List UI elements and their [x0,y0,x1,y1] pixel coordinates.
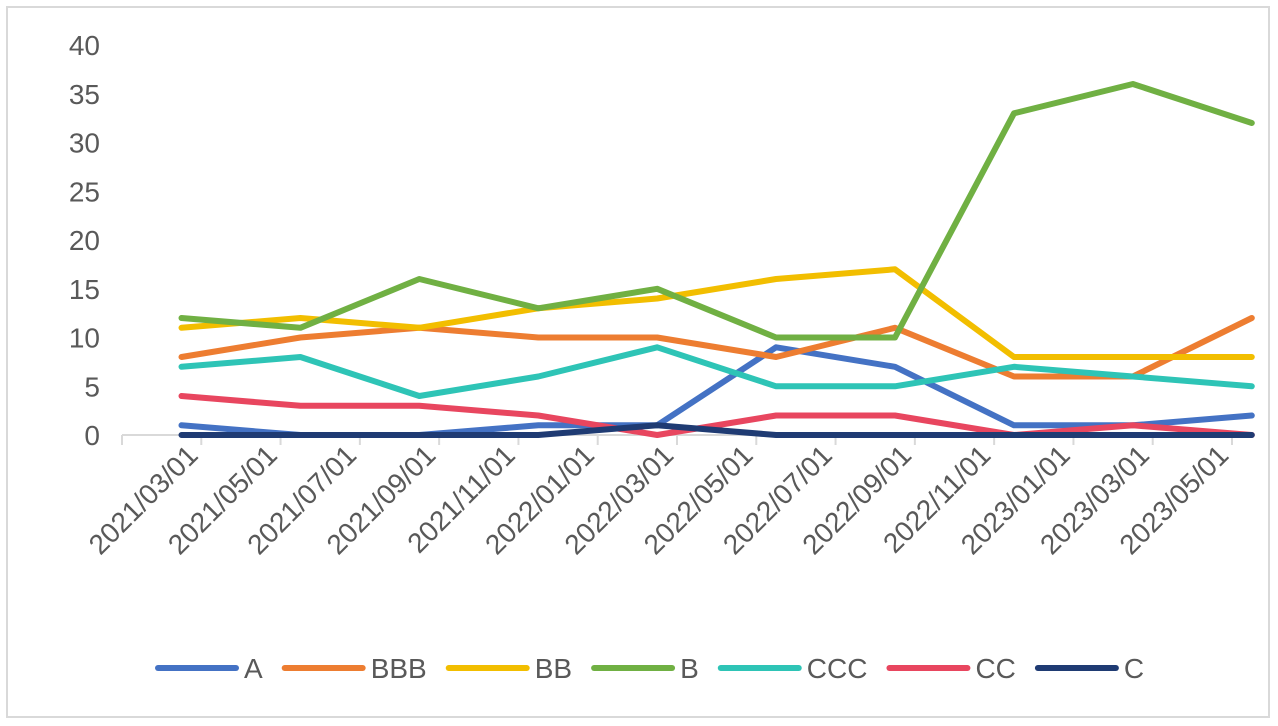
y-tick-label: 5 [84,371,100,402]
y-tick-label: 40 [69,30,100,61]
y-tick-label: 20 [69,225,100,256]
series-line-ccc [178,344,1255,399]
y-tick-label: 25 [69,176,100,207]
legend: A BBB BB B CCC CC C [155,653,1144,684]
series-line-bbb [178,315,1255,380]
y-tick-label: 10 [69,323,100,354]
y-tick-label: 0 [84,420,100,451]
series-line-a [178,344,1255,438]
y-tick-label: 30 [69,128,100,159]
series-line-b [178,81,1255,341]
legend-label: CC [975,653,1015,684]
series-line-cc [178,393,1255,438]
y-tick-label: 15 [69,274,100,305]
legend-label: C [1124,653,1144,684]
series-line-c [178,422,1255,438]
legend-label: BBB [371,653,427,684]
legend-label: B [680,653,699,684]
legend-label: CCC [807,653,868,684]
y-tick-label: 35 [69,79,100,110]
series-line-bb [178,266,1255,360]
series-lines [178,81,1255,438]
legend-label: BB [535,653,572,684]
legend-label: A [244,653,263,684]
y-axis-ticks: 0 5 10 15 20 25 30 35 40 [69,30,100,451]
x-axis-ticks: 2021/03/012021/05/012021/07/012021/09/01… [83,439,1235,560]
